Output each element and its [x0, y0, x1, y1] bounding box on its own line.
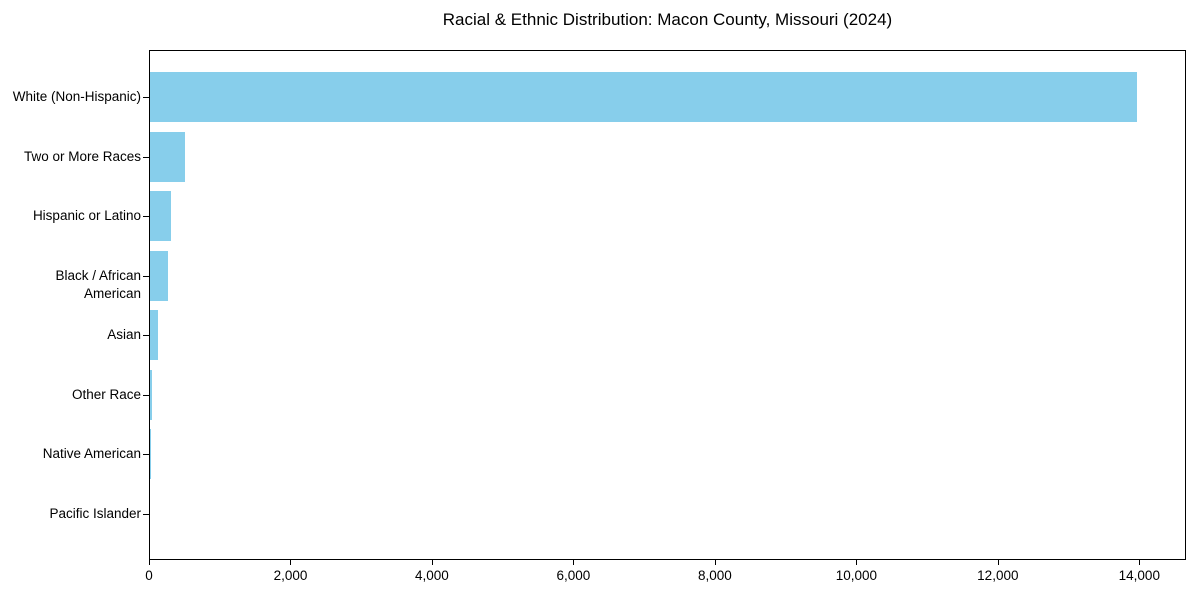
y-tick-label: Black / African American: [55, 267, 141, 301]
bar: [150, 369, 152, 420]
x-tick-label: 2,000: [273, 568, 308, 583]
y-tick-label: Native American: [42, 446, 141, 461]
x-tick-label: 8,000: [697, 568, 732, 583]
chart-title: Racial & Ethnic Distribution: Macon Coun…: [442, 10, 893, 29]
y-tick-mark: [143, 275, 149, 277]
y-tick-label: Two or More Races: [23, 148, 141, 164]
plot-area: [149, 50, 1186, 560]
y-tick-mark: [143, 513, 149, 515]
x-tick-label: 6,000: [556, 568, 591, 583]
x-tick-mark: [856, 560, 858, 565]
y-tick-mark: [143, 216, 149, 217]
x-tick-mark: [290, 560, 292, 565]
y-tick-label: White (Non-Hispanic): [12, 89, 141, 104]
x-tick-label: 10,000: [835, 568, 877, 583]
bar: [150, 72, 1137, 122]
y-tick-mark: [143, 156, 149, 158]
bar: [150, 310, 158, 360]
y-tick-label: Other Race: [71, 386, 141, 402]
x-tick-label: 12,000: [977, 568, 1019, 583]
x-tick-label: 0: [145, 568, 153, 583]
y-tick-mark: [143, 97, 149, 98]
y-tick-mark: [143, 454, 149, 455]
y-tick-label: Pacific Islander: [49, 505, 141, 521]
x-tick-mark: [149, 560, 150, 565]
y-tick-mark: [143, 335, 149, 336]
y-tick-label: Hispanic or Latino: [32, 208, 141, 223]
y-tick-mark: [143, 394, 149, 396]
x-tick-mark: [997, 560, 999, 565]
bar: [150, 191, 171, 241]
x-tick-mark: [1139, 560, 1141, 565]
bar: [150, 429, 151, 479]
x-tick-label: 4,000: [415, 568, 449, 583]
bar: [150, 131, 185, 182]
x-tick-mark: [573, 560, 575, 565]
x-tick-label: 14,000: [1118, 568, 1160, 583]
x-tick-mark: [431, 560, 433, 565]
y-tick-label: Asian: [107, 327, 141, 342]
x-tick-mark: [714, 560, 716, 565]
bar: [150, 250, 168, 301]
